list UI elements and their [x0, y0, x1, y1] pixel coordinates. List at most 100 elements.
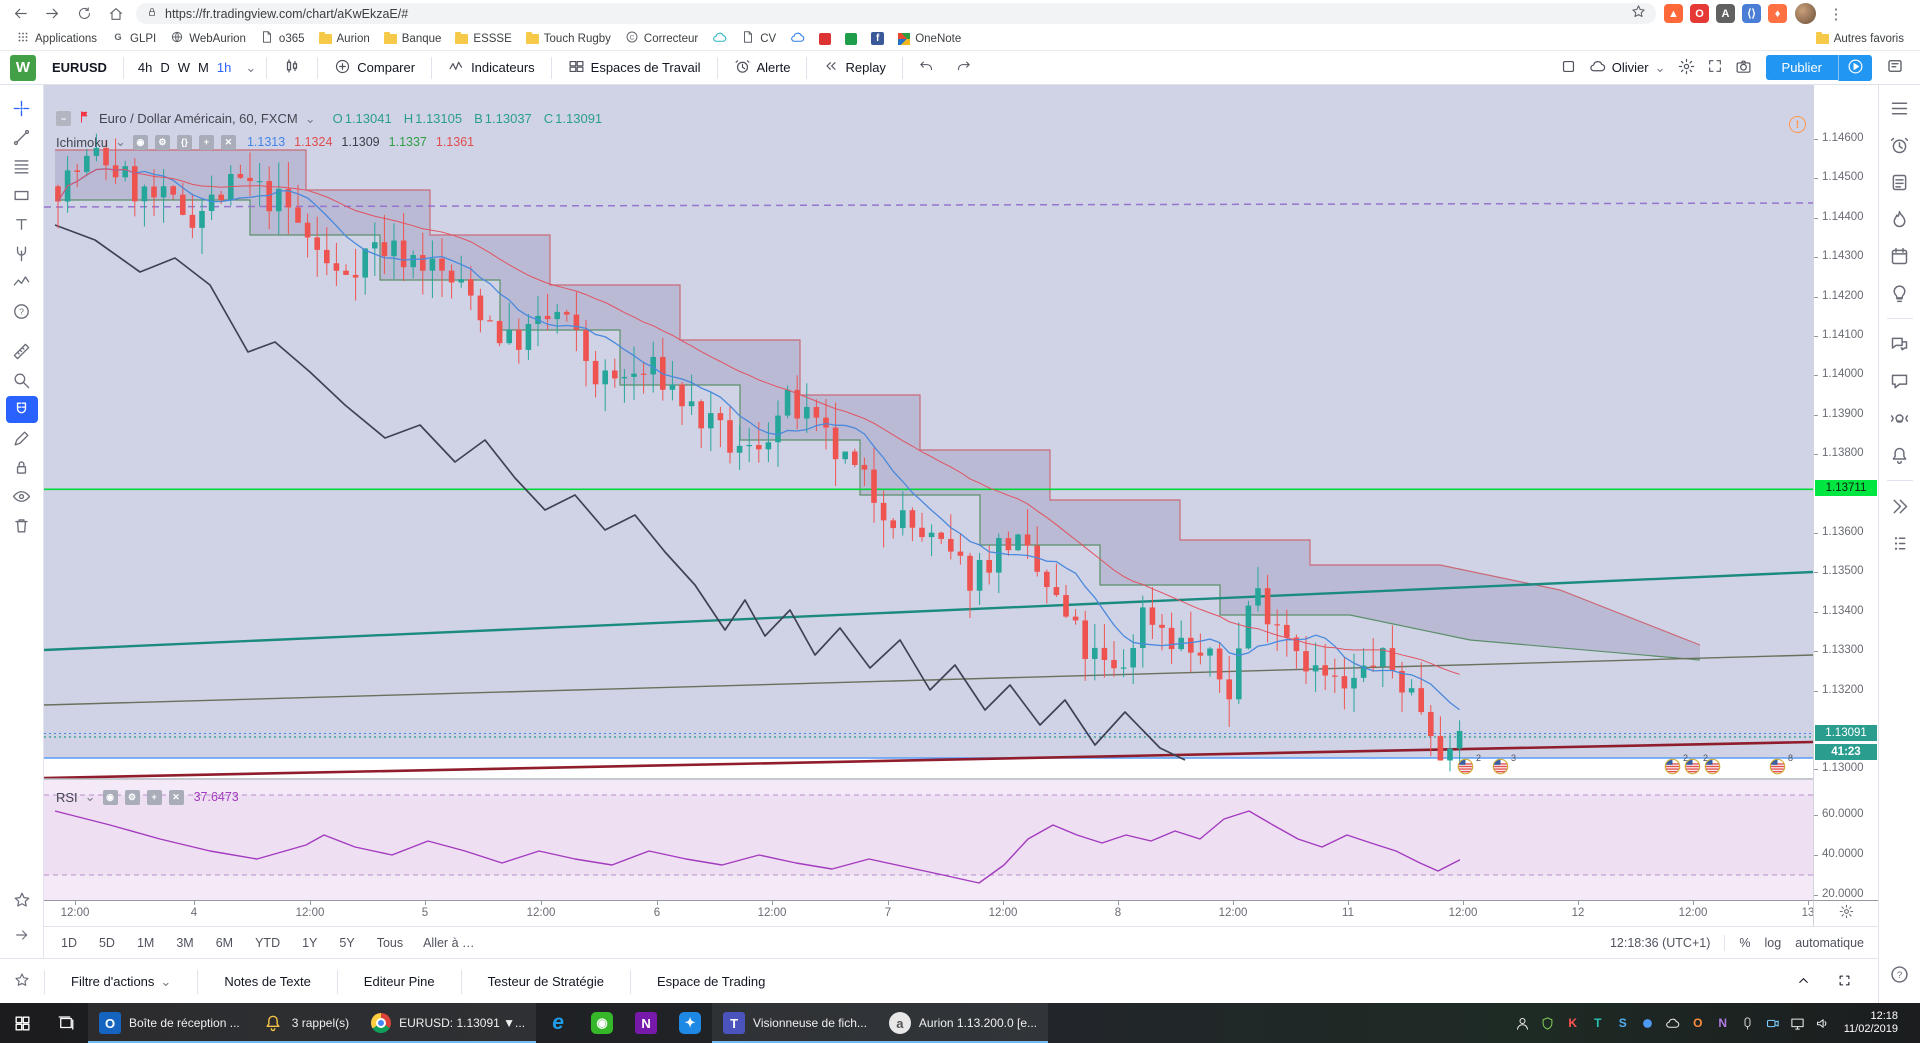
price-chart[interactable] — [43, 85, 1814, 900]
sidebar-chevrons[interactable] — [1885, 491, 1915, 521]
url-bar[interactable]: https://fr.tradingview.com/chart/aKwEkza… — [136, 3, 1656, 24]
tool-forecast[interactable]: ? — [6, 298, 38, 325]
event-flag[interactable]: 3 — [1492, 753, 1516, 778]
tray-dot-icon[interactable] — [1640, 1015, 1656, 1031]
rsi-legend[interactable]: RSI ⌄ ◉ ⚙ + ✕ 37.6473 — [56, 789, 239, 805]
bookmark-item[interactable]: o365 — [254, 28, 311, 49]
event-flag[interactable]: 8 — [1769, 753, 1793, 778]
tray-cloud-icon[interactable] — [1665, 1015, 1681, 1031]
tab-notes-de-texte[interactable]: Notes de Texte — [224, 974, 311, 989]
event-flag[interactable] — [1704, 758, 1724, 778]
interval-W[interactable]: W — [177, 60, 191, 75]
add-icon[interactable]: + — [198, 134, 214, 150]
chevron-down-icon[interactable]: ⌄ — [304, 110, 316, 126]
ext-a[interactable]: A — [1716, 4, 1735, 23]
sidebar-stream[interactable] — [1885, 403, 1915, 433]
reload-icon[interactable] — [72, 2, 96, 26]
rsi-name[interactable]: RSI — [56, 789, 78, 805]
visibility-icon[interactable]: ◉ — [132, 134, 148, 150]
cloud-account-button[interactable]: Olivier ⌄ — [1583, 54, 1672, 82]
bookmark-star-icon[interactable] — [1631, 4, 1646, 24]
range-Tous[interactable]: Tous — [376, 935, 404, 950]
url-text[interactable]: https://fr.tradingview.com/chart/aKwEkza… — [165, 6, 409, 21]
range-6M[interactable]: 6M — [215, 935, 234, 950]
bookmark-item[interactable]: f — [865, 30, 890, 47]
ext-blue[interactable]: ⟨⟩ — [1742, 4, 1761, 23]
sidebar-dom[interactable] — [1885, 528, 1915, 558]
event-flag[interactable]: 2 — [1684, 753, 1708, 778]
clock-utc[interactable]: 12:18:36 (UTC+1) — [1609, 935, 1711, 950]
tab-espace-de-trading[interactable]: Espace de Trading — [656, 974, 766, 989]
sidebar-bulb[interactable] — [1885, 278, 1915, 308]
replay-button[interactable]: Replay — [817, 54, 891, 81]
close-icon[interactable]: ✕ — [168, 789, 184, 805]
bookmark-item[interactable]: OneNote — [892, 31, 967, 47]
taskbar-onenote[interactable]: N — [624, 1003, 668, 1043]
event-flag[interactable]: 2 — [1457, 753, 1481, 778]
price-axis[interactable]: 1.14600 1.14500 1.14400 1.14300 1.14200 1.141… — [1813, 85, 1879, 900]
collapse-panel-icon[interactable] — [1770, 973, 1837, 991]
tab-testeur-de-strat-gie[interactable]: Testeur de Stratégie — [487, 974, 604, 989]
sidebar-notes[interactable] — [1885, 167, 1915, 197]
forward-icon[interactable] — [40, 2, 64, 26]
sidebar-alarm[interactable] — [1885, 130, 1915, 160]
sidebar-bell[interactable] — [1885, 440, 1915, 470]
undo-button[interactable] — [913, 55, 940, 81]
properties-panel-icon[interactable] — [1880, 53, 1910, 82]
range-3M[interactable]: 3M — [176, 935, 194, 950]
settings-icon[interactable]: ⚙ — [154, 134, 170, 150]
sidebar-help[interactable]: ? — [1885, 959, 1915, 989]
menu-dots-icon[interactable]: ⋮ — [1828, 5, 1844, 23]
add-icon[interactable]: + — [146, 789, 162, 805]
tool-favorites[interactable] — [6, 886, 38, 913]
redo-button[interactable] — [950, 55, 977, 81]
compare-button[interactable]: Comparer — [328, 54, 421, 82]
bookmark-item[interactable]: ESSSE — [449, 31, 517, 47]
ext-chart[interactable]: ▲ — [1664, 4, 1683, 23]
tray-cam-icon[interactable] — [1765, 1015, 1781, 1031]
goto-date-button[interactable]: Aller à … — [423, 935, 475, 950]
bookmark-item[interactable] — [784, 28, 811, 50]
tool-ruler[interactable] — [6, 338, 38, 365]
favorites-star-icon[interactable] — [0, 959, 44, 1004]
system-clock[interactable]: 12:18 11/02/2019 — [1843, 1010, 1898, 1035]
snapshot-button[interactable] — [1729, 54, 1758, 82]
other-favorites[interactable]: Autres favoris — [1810, 31, 1910, 47]
tray-K-icon[interactable]: K — [1568, 1016, 1578, 1030]
bookmark-item[interactable]: WebAurion — [164, 28, 252, 49]
axis-settings-corner[interactable] — [1813, 900, 1879, 927]
layout-button[interactable] — [1554, 54, 1583, 82]
bookmark-item[interactable]: C Correcteur — [619, 28, 704, 49]
tool-fib[interactable] — [6, 153, 38, 180]
sidebar-calendar[interactable] — [1885, 241, 1915, 271]
tray-mouse-icon[interactable] — [1740, 1015, 1756, 1031]
taskbar-start[interactable] — [0, 1003, 44, 1043]
home-icon[interactable] — [104, 2, 128, 26]
interval-M[interactable]: M — [198, 60, 209, 75]
log-scale-button[interactable]: log — [1764, 935, 1782, 950]
tool-magnet[interactable] — [5, 396, 38, 423]
range-5Y[interactable]: 5Y — [339, 935, 355, 950]
chart-canvas[interactable] — [43, 85, 1814, 900]
bookmark-item[interactable] — [839, 31, 863, 47]
tool-lock[interactable] — [6, 454, 38, 481]
sidebar-flame[interactable] — [1885, 204, 1915, 234]
tab-editeur-pine[interactable]: Editeur Pine — [363, 974, 435, 989]
bookmark-item[interactable]: Aurion — [313, 31, 376, 47]
tray-O-icon[interactable]: O — [1693, 1016, 1703, 1030]
fullscreen-button[interactable] — [1701, 54, 1729, 81]
publish-button[interactable]: Publier — [1765, 55, 1838, 80]
range-YTD[interactable]: YTD — [255, 935, 281, 950]
sidebar-chats[interactable] — [1885, 329, 1915, 359]
tool-pattern[interactable] — [6, 269, 38, 296]
bookmark-item[interactable]: CV — [735, 28, 782, 49]
tray-shield-icon[interactable] — [1540, 1015, 1556, 1031]
back-icon[interactable] — [8, 2, 32, 26]
chevron-down-icon[interactable]: ⌄ — [245, 59, 257, 75]
tool-crosshair[interactable] — [6, 95, 38, 122]
taskbar-chrome[interactable]: EURUSD: 1.13091 ▼... — [360, 1003, 537, 1043]
event-flag[interactable]: 2 — [1664, 753, 1688, 778]
range-1M[interactable]: 1M — [136, 935, 155, 950]
interval-active[interactable]: 1h — [216, 60, 232, 75]
